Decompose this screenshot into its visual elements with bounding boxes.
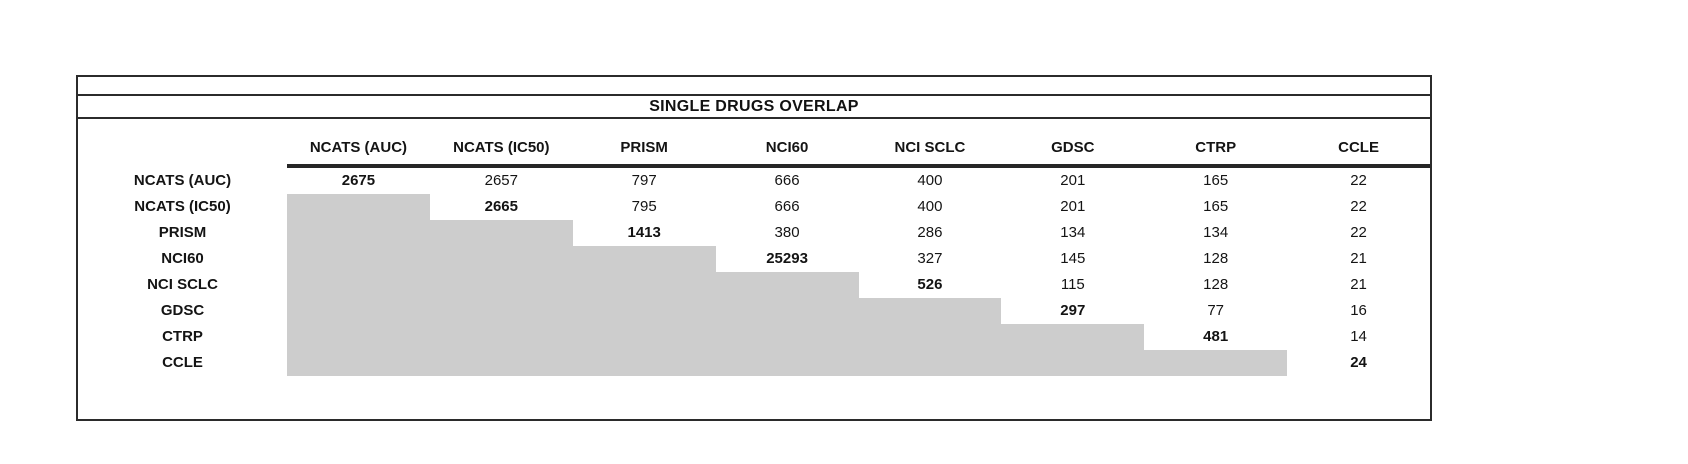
- matrix-cell: 1413: [627, 224, 661, 241]
- shaded-cell: [287, 194, 430, 220]
- column-header: NCI SCLC: [894, 139, 966, 156]
- matrix-cell: 400: [917, 172, 943, 189]
- row-label: GDSC: [160, 302, 205, 319]
- matrix-cell: 22: [1350, 172, 1367, 189]
- matrix-cell: 2665: [484, 198, 518, 215]
- matrix-cell: 666: [774, 198, 800, 215]
- matrix-cell: 21: [1350, 276, 1367, 293]
- matrix-cell: 526: [917, 276, 943, 293]
- matrix-cell: 201: [1060, 198, 1086, 215]
- matrix-cell: 128: [1203, 276, 1229, 293]
- row-label: CCLE: [162, 354, 203, 371]
- shaded-cell: [429, 272, 573, 298]
- matrix-cell: 115: [1060, 276, 1085, 293]
- shaded-cell: [572, 298, 716, 324]
- column-header: NCI60: [765, 139, 809, 156]
- matrix-cell: 24: [1350, 354, 1367, 371]
- column-header: GDSC: [1051, 139, 1095, 156]
- matrix-cell: 2675: [341, 172, 376, 189]
- shaded-cell: [715, 298, 859, 324]
- matrix-cell: 165: [1203, 198, 1229, 215]
- shaded-cell: [572, 246, 716, 272]
- column-header: CTRP: [1195, 139, 1237, 156]
- shaded-cell: [858, 298, 1002, 324]
- shaded-cell: [572, 272, 716, 298]
- matrix-cell: 481: [1203, 328, 1229, 345]
- shaded-cell: [429, 220, 573, 246]
- matrix-cell: 400: [917, 198, 943, 215]
- matrix-cell: 25293: [766, 250, 808, 267]
- matrix-cell: 666: [774, 172, 800, 189]
- shaded-cell: [429, 246, 573, 272]
- row-label: NCATS (IC50): [134, 198, 231, 215]
- shaded-cell: [287, 246, 430, 272]
- matrix-cell: 145: [1060, 250, 1086, 267]
- matrix-cell: 128: [1203, 250, 1229, 267]
- matrix-cell: 77: [1207, 302, 1225, 319]
- row-label: NCI SCLC: [147, 276, 218, 293]
- empty-top-band: [78, 77, 1430, 96]
- shaded-cell: [287, 220, 430, 246]
- table-row: PRISM 1413 380 286 134 134 22: [78, 220, 1430, 246]
- matrix-cell: 21: [1350, 250, 1367, 267]
- shaded-cell: [1144, 350, 1288, 376]
- matrix-content: NCATS (AUC) NCATS (IC50) PRISM NCI60 NCI SCL…: [78, 136, 1430, 376]
- shaded-cell: [429, 298, 573, 324]
- matrix-cell: 380: [774, 224, 800, 241]
- shaded-cell: [572, 350, 716, 376]
- column-header: NCATS (AUC): [309, 139, 408, 156]
- column-header: NCATS (IC50): [453, 139, 550, 156]
- matrix-cell: 14: [1350, 328, 1367, 345]
- table-row: NCATS (AUC) 2675 2657 797 666 400 201 165 22: [78, 168, 1430, 194]
- table-row: NCI60 25293 327 145 128 21: [78, 246, 1430, 272]
- shaded-cell: [572, 324, 716, 350]
- matrix-body: NCATS (AUC) 2675 2657 797 666 400 201 165 22 NCAT…: [78, 168, 1430, 376]
- matrix-cell: 16: [1350, 302, 1367, 319]
- matrix-cell: 795: [631, 198, 657, 215]
- shaded-cell: [858, 350, 1002, 376]
- shaded-cell: [858, 324, 1002, 350]
- matrix-cell: 327: [917, 250, 943, 267]
- shaded-cell: [287, 298, 430, 324]
- column-header: CCLE: [1338, 139, 1379, 156]
- column-header: PRISM: [620, 139, 668, 156]
- shaded-cell: [287, 324, 430, 350]
- shaded-cell: [429, 350, 573, 376]
- matrix-cell: 286: [917, 224, 943, 241]
- header-label-spacer: [78, 136, 287, 160]
- table-row: GDSC 297 77 16: [78, 298, 1430, 324]
- shaded-cell: [287, 350, 430, 376]
- row-label: NCATS (AUC): [133, 172, 232, 189]
- matrix-cell: 797: [631, 172, 657, 189]
- table-row: CTRP 481 14: [78, 324, 1430, 350]
- matrix-cell: 201: [1060, 172, 1086, 189]
- header-row: NCATS (AUC) NCATS (IC50) PRISM NCI60 NCI SCL…: [78, 136, 1430, 160]
- shaded-cell: [715, 324, 859, 350]
- matrix-cell: 22: [1350, 224, 1367, 241]
- matrix-cell: 22: [1350, 198, 1367, 215]
- shaded-cell: [715, 350, 859, 376]
- shaded-cell: [1001, 350, 1145, 376]
- shaded-cell: [1001, 324, 1145, 350]
- matrix-cell: 134: [1060, 224, 1086, 241]
- matrix-cell: 165: [1203, 172, 1229, 189]
- shaded-cell: [287, 272, 430, 298]
- header-double-rule: [287, 164, 1430, 168]
- matrix-cell: 2657: [484, 172, 518, 189]
- shaded-cell: [429, 324, 573, 350]
- shaded-cell: [715, 272, 859, 298]
- row-label: PRISM: [158, 224, 207, 241]
- row-label: CTRP: [162, 328, 203, 345]
- table-title: SINGLE DRUGS OVERLAP: [78, 96, 1430, 119]
- matrix-cell: 134: [1203, 224, 1229, 241]
- overlap-table: SINGLE DRUGS OVERLAP NCATS (AUC) NCATS (I…: [76, 75, 1432, 421]
- table-row: NCI SCLC 526 115 128 21: [78, 272, 1430, 298]
- matrix-cell: 297: [1060, 302, 1086, 319]
- row-label: NCI60: [161, 250, 204, 267]
- table-row: NCATS (IC50) 2665 795 666 400 201 165 22: [78, 194, 1430, 220]
- table-row: CCLE 24: [78, 350, 1430, 376]
